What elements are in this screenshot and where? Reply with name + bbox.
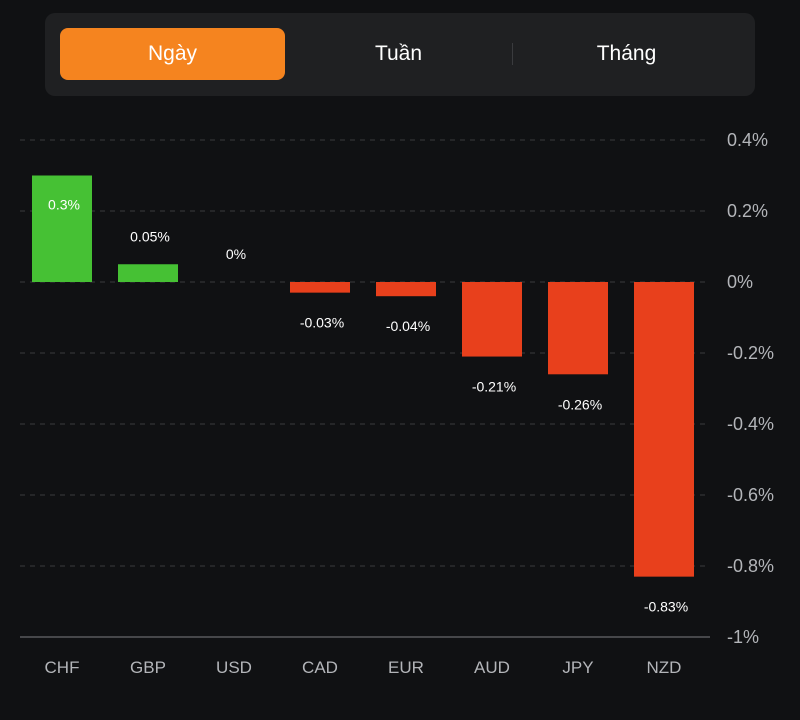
data-label: -0.26% [558,396,602,412]
tab-divider [512,43,513,65]
bar-nzd[interactable] [634,282,694,577]
bar-cad[interactable] [290,282,350,293]
data-label: -0.21% [472,379,516,395]
bar-gbp[interactable] [118,264,178,282]
data-label: 0.3% [48,197,80,213]
period-segmented-control: Ngày Tuần Tháng [45,13,755,96]
y-tick-label: 0.4% [727,130,768,150]
tab-day[interactable]: Ngày [60,28,285,80]
y-tick-label: -0.2% [727,343,774,363]
x-tick-label: GBP [130,658,166,677]
x-tick-label: EUR [388,658,424,677]
tab-month[interactable]: Tháng [596,42,657,65]
y-tick-label: -0.8% [727,556,774,576]
data-label: 0.05% [130,228,170,244]
data-label: -0.04% [386,318,430,334]
tab-week[interactable]: Tuần [374,42,423,65]
y-tick-label: -0.6% [727,485,774,505]
data-label: -0.03% [300,315,344,331]
x-tick-label: NZD [647,658,682,677]
x-tick-label: JPY [562,658,593,677]
bar-chf[interactable] [32,175,92,283]
y-tick-label: 0% [727,272,753,292]
x-tick-label: CHF [45,658,80,677]
x-tick-label: AUD [474,658,510,677]
y-tick-label: 0.2% [727,201,768,221]
x-tick-label: USD [216,658,252,677]
data-label: -0.83% [644,599,688,615]
x-tick-label: CAD [302,658,338,677]
bar-jpy[interactable] [548,282,608,375]
bar-eur[interactable] [376,282,436,297]
bar-aud[interactable] [462,282,522,357]
y-tick-label: -0.4% [727,414,774,434]
data-label: 0% [226,246,246,262]
y-tick-label: -1% [727,627,759,647]
